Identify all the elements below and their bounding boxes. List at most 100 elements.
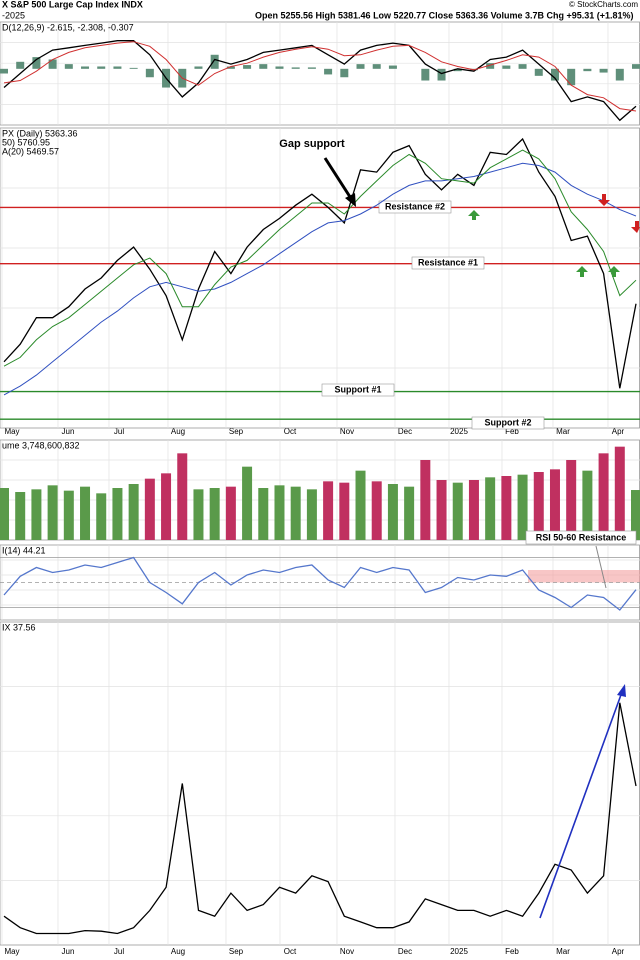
volume-bar: [177, 453, 188, 540]
volume-bar: [533, 472, 544, 540]
x-tick-label: Jun: [62, 427, 75, 436]
x-tick-label: Jun: [62, 947, 75, 956]
volume-bar: [436, 480, 447, 540]
histogram-bar: [486, 63, 495, 69]
volume-bar: [63, 490, 74, 540]
volume-bar: [452, 482, 463, 540]
legend-text: A(20) 5469.57: [2, 146, 59, 156]
quote: Open 5255.56 High 5381.46 Low 5220.77 Cl…: [255, 10, 634, 20]
volume-bar: [323, 481, 334, 540]
x-tick-label: 2025: [450, 947, 468, 956]
histogram-bar: [81, 66, 90, 69]
histogram-bar: [324, 68, 333, 75]
legend-text: ume 3,748,600,832: [2, 440, 80, 450]
histogram-bar: [372, 64, 381, 69]
x-tick-label: Oct: [284, 947, 297, 956]
histogram-bar: [16, 61, 25, 69]
annotation: RSI 50-60 Resistance: [536, 532, 627, 542]
histogram-bar: [0, 68, 8, 74]
histogram-bar: [307, 67, 316, 69]
series-line: [3, 162, 637, 396]
x-tick-label: May: [4, 427, 19, 436]
x-tick-label: Oct: [284, 427, 297, 436]
volume-bar: [485, 477, 496, 540]
volume-bar: [339, 482, 350, 540]
volume-bar: [112, 488, 123, 540]
volume-bar: [517, 474, 528, 540]
volume-bar: [404, 486, 415, 540]
legend-text: I(14) 44.21: [2, 545, 46, 555]
series-line: [3, 137, 637, 389]
resistance-band: [528, 570, 640, 583]
histogram-bar: [32, 57, 41, 69]
volume-bar: [258, 488, 269, 540]
vix-arrow-head: [617, 684, 626, 697]
vix-arrow: [539, 691, 623, 919]
gap-arrow: [323, 157, 354, 201]
level-label: Resistance #2: [385, 201, 445, 211]
histogram-bar: [599, 68, 608, 73]
gap-arrow-head: [345, 193, 356, 207]
x-tick-label: Jul: [114, 947, 124, 956]
volume-bar: [420, 460, 431, 540]
histogram-bar: [583, 68, 592, 72]
histogram-bar: [210, 54, 219, 69]
red-arrow: [598, 194, 610, 206]
histogram-bar: [388, 65, 397, 69]
histogram-bar: [518, 64, 527, 69]
level-label-box: [378, 200, 452, 214]
histogram-bar: [113, 66, 122, 69]
volume-bar: [371, 481, 382, 540]
legend-text: IX 37.56: [2, 622, 36, 632]
level-label: Support #1: [334, 384, 381, 394]
histogram-bar: [291, 67, 300, 69]
x-tick-label: Aug: [171, 427, 185, 436]
volume-bar: [290, 486, 301, 540]
x-tick-label: Dec: [398, 427, 412, 436]
annotation: Gap support: [279, 138, 345, 150]
histogram-bar: [340, 68, 349, 78]
x-tick-label: Feb: [505, 947, 519, 956]
level-label: Support #2: [484, 417, 531, 427]
green-arrow: [608, 266, 620, 277]
volume-bar: [0, 488, 9, 540]
volume-bar: [306, 489, 317, 540]
x-tick-label: 2025: [450, 427, 468, 436]
volume-bar: [225, 486, 236, 540]
title: X S&P 500 Large Cap Index INDX: [2, 0, 143, 9]
histogram-bar: [243, 65, 252, 69]
x-tick-label: May: [4, 947, 19, 956]
legend-text: D(12,26,9) -2.615, -2.308, -0.307: [2, 22, 134, 32]
x-tick-label: Aug: [171, 947, 185, 956]
level-label-box: [411, 256, 485, 270]
red-arrow: [631, 221, 640, 233]
x-tick-label: Sep: [229, 947, 244, 956]
volume-bar: [80, 486, 91, 540]
volume-bar: [144, 478, 155, 540]
histogram-bar: [502, 65, 511, 69]
volume-bar: [582, 470, 593, 540]
annotation-arrows: [323, 157, 640, 919]
legend-text: PX (Daily) 5363.36: [2, 128, 78, 138]
volume-bar: [161, 473, 172, 540]
x-tick-label: Nov: [340, 427, 354, 436]
histogram-bar: [145, 68, 154, 78]
series-line: [3, 556, 637, 611]
volume-bar: [566, 460, 577, 540]
x-tick-label: Jul: [114, 427, 124, 436]
volume-bar: [96, 493, 107, 540]
histogram-bar: [550, 68, 559, 81]
histogram-bar: [453, 68, 462, 72]
volume-bar: [209, 488, 220, 540]
histogram-bar: [275, 66, 284, 69]
histogram-bar: [226, 66, 235, 69]
histogram-bar: [632, 64, 640, 69]
series-line: [3, 40, 637, 122]
histogram-bar: [534, 68, 543, 76]
series-line: [3, 149, 637, 367]
source: © StockCharts.com: [569, 0, 638, 9]
series-line: [3, 702, 637, 935]
histogram-bar: [437, 68, 446, 81]
volume-bar: [193, 489, 204, 540]
